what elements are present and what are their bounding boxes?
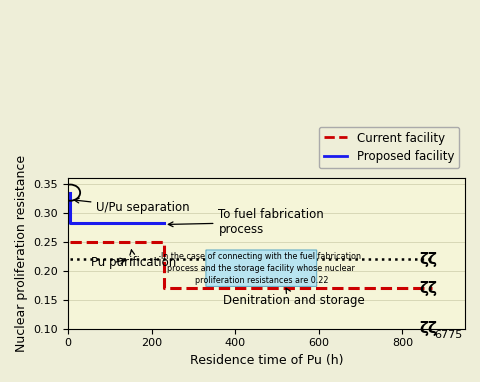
Text: In the case of connecting with the fuel fabrication
process and the storage faci: In the case of connecting with the fuel …: [161, 252, 361, 285]
Text: U/Pu separation: U/Pu separation: [74, 198, 190, 214]
Text: Denitration and storage: Denitration and storage: [223, 288, 364, 308]
Text: To fuel fabrication
process: To fuel fabrication process: [168, 208, 324, 236]
Text: 6775: 6775: [434, 330, 462, 340]
Text: ζζ: ζζ: [419, 252, 437, 267]
Legend: Current facility, Proposed facility: Current facility, Proposed facility: [319, 127, 459, 168]
Text: ζζ: ζζ: [419, 321, 437, 336]
Y-axis label: Nuclear proliferation resistance: Nuclear proliferation resistance: [15, 155, 28, 352]
FancyBboxPatch shape: [206, 250, 317, 286]
Text: ζζ: ζζ: [419, 281, 437, 296]
Text: Pu purification: Pu purification: [91, 250, 176, 269]
X-axis label: Residence time of Pu (h): Residence time of Pu (h): [190, 354, 343, 367]
